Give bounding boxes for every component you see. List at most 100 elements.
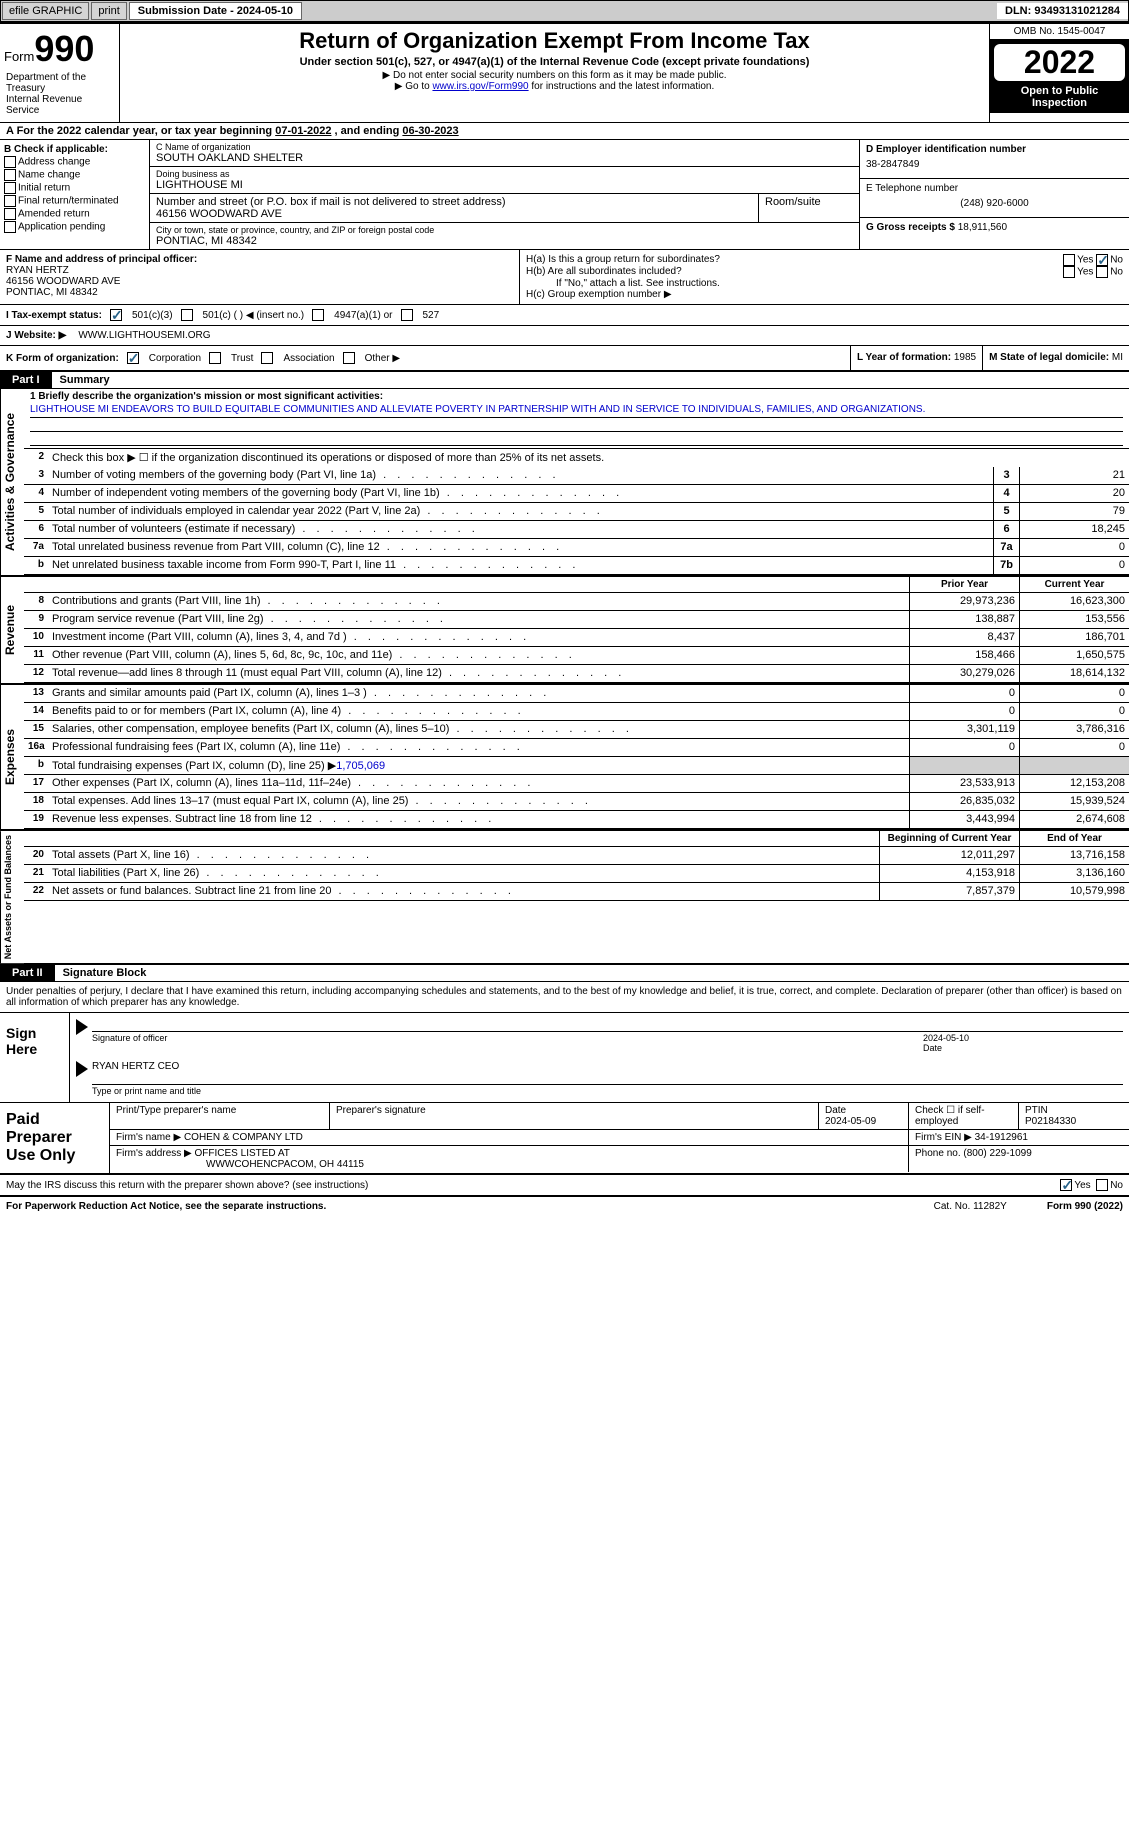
line-14: 14Benefits paid to or for members (Part … (24, 703, 1129, 721)
line-19: 19Revenue less expenses. Subtract line 1… (24, 811, 1129, 829)
ha-no-cb[interactable] (1096, 254, 1108, 266)
cb-501c[interactable] (181, 309, 193, 321)
net-assets-label: Net Assets or Fund Balances (0, 831, 24, 963)
section-a-tax-year: A For the 2022 calendar year, or tax yea… (0, 123, 1129, 140)
line-22: 22Net assets or fund balances. Subtract … (24, 883, 1129, 901)
officer-name: RYAN HERTZ (6, 265, 513, 276)
paperwork-notice: For Paperwork Reduction Act Notice, see … (6, 1201, 934, 1212)
cb-trust[interactable] (209, 352, 221, 364)
revenue-header: Prior Year Current Year (24, 577, 1129, 593)
tax-year: 2022 (994, 44, 1125, 81)
form-header: Form990 Department of the Treasury Inter… (0, 22, 1129, 123)
gross-label: G Gross receipts $ (866, 222, 955, 233)
net-assets-section: Net Assets or Fund Balances Beginning of… (0, 831, 1129, 965)
mission-text: LIGHTHOUSE MI ENDEAVORS TO BUILD EQUITAB… (30, 402, 1123, 418)
room-cell: Room/suite (759, 194, 859, 222)
officer-name-title: RYAN HERTZ CEO (92, 1061, 1123, 1072)
firm-addr-cell: Firm's address ▶ OFFICES LISTED ATWWWCOH… (110, 1146, 909, 1172)
governance-label: Activities & Governance (0, 389, 24, 575)
submission-date: Submission Date - 2024-05-10 (129, 2, 302, 20)
efile-label: efile GRAPHIC (2, 2, 89, 20)
cb-4947[interactable] (312, 309, 324, 321)
mission-prompt: 1 Briefly describe the organization's mi… (30, 391, 1123, 402)
firm-ein: 34-1912961 (975, 1132, 1028, 1143)
gross-cell: G Gross receipts $ 18,911,560 (860, 218, 1129, 237)
discuss-no-cb[interactable] (1096, 1179, 1108, 1191)
m-cell: M State of legal domicile: MI (983, 346, 1129, 370)
k-l-m-row: K Form of organization: Corporation Trus… (0, 346, 1129, 372)
preparer-body: Print/Type preparer's name Preparer's si… (110, 1103, 1129, 1173)
cb-name-change[interactable]: Name change (4, 169, 145, 181)
section-c-org: C Name of organization SOUTH OAKLAND SHE… (150, 140, 859, 249)
year-end: 06-30-2023 (402, 125, 458, 137)
sign-here-label: Sign Here (0, 1013, 70, 1102)
line-11: 11Other revenue (Part VIII, column (A), … (24, 647, 1129, 665)
dba-value: LIGHTHOUSE MI (156, 179, 853, 191)
line-17: 17Other expenses (Part IX, column (A), l… (24, 775, 1129, 793)
phone-cell: E Telephone number (248) 920-6000 (860, 179, 1129, 218)
line-13: 13Grants and similar amounts paid (Part … (24, 685, 1129, 703)
discuss-row: May the IRS discuss this return with the… (0, 1175, 1129, 1197)
sig-arrow-icon (76, 1019, 88, 1035)
officer-h-row: F Name and address of principal officer:… (0, 250, 1129, 305)
self-employed-check[interactable]: Check ☐ if self-employed (909, 1103, 1019, 1129)
officer-cell: F Name and address of principal officer:… (0, 250, 520, 304)
sign-here-row: Sign Here Signature of officer 2024-05-1… (0, 1013, 1129, 1103)
cb-address-change[interactable]: Address change (4, 156, 145, 168)
main-title: Return of Organization Exempt From Incom… (124, 28, 985, 54)
cb-final-return[interactable]: Final return/terminated (4, 195, 145, 207)
preparer-name-label: Print/Type preparer's name (110, 1103, 330, 1129)
hb-no-cb[interactable] (1096, 266, 1108, 278)
line-10: 10Investment income (Part VIII, column (… (24, 629, 1129, 647)
discuss-yes-cb[interactable] (1060, 1179, 1072, 1191)
omb-number: OMB No. 1545-0047 (990, 24, 1129, 40)
section-b-label: B Check if applicable: (4, 144, 145, 155)
type-name-label: Type or print name and title (92, 1084, 1123, 1096)
current-year-header: Current Year (1019, 577, 1129, 592)
website-value: WWW.LIGHTHOUSEMI.ORG (72, 326, 216, 345)
cb-amended-return[interactable]: Amended return (4, 208, 145, 220)
ptin-value: P02184330 (1025, 1116, 1076, 1127)
year-formation: 1985 (954, 352, 976, 363)
firm-addr1: OFFICES LISTED AT (195, 1148, 290, 1159)
street-row: Number and street (or P.O. box if mail i… (150, 194, 859, 223)
part2-header: Part II Signature Block (0, 965, 1129, 982)
dept-treasury: Department of the Treasury Internal Reve… (4, 70, 115, 118)
sig-date: 2024-05-10Date (923, 1033, 1123, 1053)
net-header: Beginning of Current Year End of Year (24, 831, 1129, 847)
cb-other[interactable] (343, 352, 355, 364)
hb-yes-cb[interactable] (1063, 266, 1075, 278)
gov-line-4: 4Number of independent voting members of… (24, 485, 1129, 503)
print-button[interactable]: print (91, 2, 126, 20)
declaration-text: Under penalties of perjury, I declare th… (0, 982, 1129, 1013)
hc-label: H(c) Group exemption number ▶ (526, 289, 1123, 300)
cb-corporation[interactable] (127, 352, 139, 364)
room-label: Room/suite (765, 196, 853, 208)
ptin-cell: PTINP02184330 (1019, 1103, 1129, 1129)
org-name-cell: C Name of organization SOUTH OAKLAND SHE… (150, 140, 859, 167)
identity-row: B Check if applicable: Address change Na… (0, 140, 1129, 250)
preparer-label: Paid Preparer Use Only (0, 1103, 110, 1173)
ha-yes-cb[interactable] (1063, 254, 1075, 266)
line-12: 12Total revenue—add lines 8 through 11 (… (24, 665, 1129, 683)
cb-application-pending[interactable]: Application pending (4, 221, 145, 233)
line-16b: b Total fundraising expenses (Part IX, c… (24, 757, 1129, 775)
state-domicile: MI (1112, 352, 1123, 363)
revenue-label: Revenue (0, 577, 24, 683)
firm-phone: (800) 229-1099 (963, 1148, 1031, 1159)
mission-box: 1 Briefly describe the organization's mi… (24, 389, 1129, 449)
cb-501c3[interactable] (110, 309, 122, 321)
cb-527[interactable] (401, 309, 413, 321)
firm-ein-cell: Firm's EIN ▶ 34-1912961 (909, 1130, 1129, 1145)
instr2-post: for instructions and the latest informat… (529, 81, 715, 92)
ein-label: D Employer identification number (866, 144, 1123, 155)
dba-label: Doing business as (156, 169, 853, 179)
line-15: 15Salaries, other compensation, employee… (24, 721, 1129, 739)
cb-initial-return[interactable]: Initial return (4, 182, 145, 194)
mission-blank1 (30, 418, 1123, 432)
officer-label: F Name and address of principal officer: (6, 254, 513, 265)
part1-tag: Part I (0, 372, 52, 388)
street-value: 46156 WOODWARD AVE (156, 208, 752, 220)
cb-association[interactable] (261, 352, 273, 364)
irs-link[interactable]: www.irs.gov/Form990 (432, 81, 528, 92)
